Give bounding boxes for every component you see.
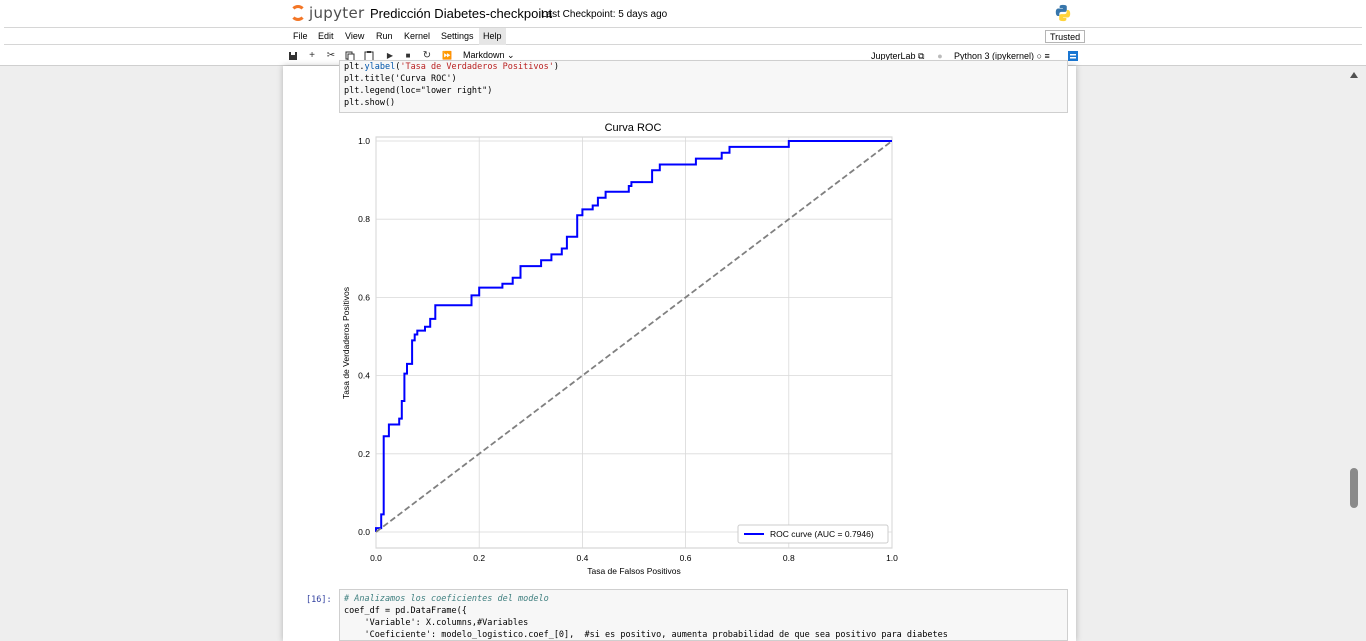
notebook-toolbar: + ✂ ▶ ■ ↻ ⏩ Markdown ⌄ JupyterLab ⧉ ● Py… — [0, 46, 1366, 66]
notebook-title[interactable]: Predicción Diabetes-checkpoint — [370, 6, 553, 21]
y-tick-label: 1.0 — [358, 136, 370, 146]
notebook-header: jupyter Predicción Diabetes-checkpoint L… — [0, 0, 1366, 66]
code-string: 'Tasa de Verdaderos Positivos' — [400, 62, 554, 72]
vertical-scrollbar[interactable] — [1346, 66, 1362, 641]
restart-icon[interactable]: ↻ — [422, 50, 432, 61]
external-link-icon: ⧉ — [918, 51, 925, 61]
menu-kernel[interactable]: Kernel — [404, 31, 431, 41]
jupyterlab-label: JupyterLab — [871, 51, 916, 61]
code-line: coef_df = pd.DataFrame({ — [344, 606, 467, 616]
title-bar: jupyter Predicción Diabetes-checkpoint L… — [0, 0, 1366, 27]
x-tick-label: 1.0 — [886, 553, 898, 563]
code-line: plt.ylabel('Tasa de Verdaderos Positivos… — [344, 62, 559, 72]
x-tick-label: 0.4 — [576, 553, 588, 563]
y-axis-label: Tasa de Verdaderos Positivos — [341, 287, 351, 399]
code-line: 'Variable': X.columns,#Variables — [344, 618, 529, 628]
x-tick-label: 0.8 — [783, 553, 795, 563]
kernel-name: Python 3 (ipykernel) — [954, 51, 1035, 61]
last-checkpoint: Last Checkpoint: 5 days ago — [541, 9, 668, 20]
kernel-idle-icon: ○ — [1036, 51, 1042, 61]
menu-settings[interactable]: Settings — [441, 31, 474, 41]
jupyterlab-link[interactable]: JupyterLab ⧉ — [871, 51, 924, 62]
menu-edit[interactable]: Edit — [318, 31, 334, 41]
code-cell-plot[interactable]: plt.ylabel('Tasa de Verdaderos Positivos… — [339, 60, 1068, 113]
cut-icon[interactable]: ✂ — [326, 50, 336, 61]
kernel-status[interactable]: Python 3 (ipykernel) ○ ≡ — [954, 51, 1050, 61]
chart-title: Curva ROC — [605, 122, 662, 134]
stop-icon[interactable]: ■ — [405, 51, 411, 60]
code-line: plt.legend(loc="lower right") — [344, 86, 493, 96]
y-tick-label: 0.8 — [358, 214, 370, 224]
menu-run[interactable]: Run — [376, 31, 393, 41]
legend: ROC curve (AUC = 0.7946) — [737, 524, 889, 544]
legend-box — [737, 524, 889, 544]
chart-lines — [375, 140, 893, 533]
code-line: plt.show() — [344, 98, 396, 108]
y-tick-label: 0.0 — [358, 527, 370, 537]
add-cell-icon[interactable]: + — [309, 50, 315, 61]
notebook-panel-icon[interactable] — [1067, 49, 1079, 63]
notebook-page: plt.ylabel('Tasa de Verdaderos Positivos… — [283, 60, 1076, 641]
menu-file[interactable]: File — [293, 31, 308, 41]
menu-help[interactable]: Help — [479, 28, 506, 45]
y-tick-label: 0.4 — [358, 371, 370, 381]
chevron-down-icon: ⌄ — [507, 50, 515, 60]
code-comment: # Analizamos los coeficientes del modelo — [344, 594, 549, 604]
roc-curve-line — [375, 140, 892, 532]
x-tick-label: 0.6 — [680, 553, 692, 563]
fast-forward-icon[interactable]: ⏩ — [442, 51, 452, 60]
jupyter-ring-icon — [290, 5, 306, 21]
code-cell-coefficients[interactable]: # Analizamos los coeficientes del modelo… — [339, 589, 1068, 641]
cell-prompt: [16]: — [306, 595, 332, 605]
code-line: 'Coeficiente': modelo_logistico.coef_[0]… — [344, 630, 948, 640]
y-tick-label: 0.2 — [358, 449, 370, 459]
trusted-badge[interactable]: Trusted — [1045, 30, 1086, 43]
scroll-up-arrow-icon[interactable] — [1350, 72, 1358, 78]
cell-type-dropdown[interactable]: Markdown ⌄ — [463, 50, 515, 61]
legend-label: ROC curve (AUC = 0.7946) — [770, 529, 874, 539]
save-icon[interactable] — [287, 49, 299, 63]
menu-bar: File Edit View Run Kernel Settings Help … — [4, 27, 1362, 45]
x-tick-label: 0.2 — [473, 553, 485, 563]
menu-view[interactable]: View — [345, 31, 365, 41]
cell-type-label: Markdown — [463, 50, 505, 60]
plot-area — [375, 136, 893, 549]
x-tick-label: 0.0 — [370, 553, 382, 563]
python-logo-icon — [1055, 4, 1071, 22]
jupyter-logo[interactable]: jupyter — [290, 3, 364, 23]
roc-chart: Curva ROC 0.0 0.2 0.4 0.6 0.8 1.0 0.00.20.40.… — [341, 122, 898, 576]
jupyter-wordmark: jupyter — [309, 4, 365, 22]
run-icon[interactable]: ▶ — [386, 51, 394, 60]
debugger-icon[interactable]: ● — [937, 51, 943, 61]
x-axis-label: Tasa de Falsos Positivos — [587, 566, 681, 576]
code-line: plt.title('Curva ROC') — [344, 74, 457, 84]
x-ticks: 0.0 0.2 0.4 0.6 0.8 1.0 — [370, 553, 898, 563]
y-tick-label: 0.6 — [358, 292, 370, 302]
scroll-thumb[interactable] — [1350, 468, 1358, 508]
y-ticks: 0.0 0.2 0.4 0.6 0.8 1.0 — [358, 136, 370, 537]
grid — [375, 137, 893, 548]
menu-icon[interactable]: ≡ — [1044, 51, 1050, 61]
